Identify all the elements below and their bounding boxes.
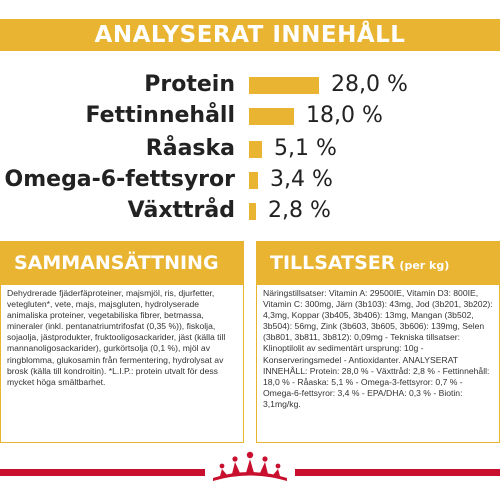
page-title: ANALYSERAT INNEHÅLL [94,22,406,48]
nutrient-value: 5,1 % [274,136,337,161]
additives-title-wrap: TILLSATSER (per kg) [270,252,449,274]
nutrient-row: Växttråd 2,8 % [0,196,500,226]
additives-text: Näringstillsatser: Vitamin A: 29500IE, V… [263,288,493,409]
nutrient-label: Fettinnehåll [85,103,235,128]
nutrient-row: Råaska 5,1 % [0,134,500,164]
nutrient-value: 3,4 % [270,167,333,192]
nutrient-bar [249,141,262,158]
nutrient-value: 2,8 % [268,198,331,223]
nutrient-row: Protein 28,0 % [0,70,500,100]
header-banner: ANALYSERAT INNEHÅLL [0,0,500,64]
nutrient-label: Protein [144,72,235,97]
nutrient-row: Omega-6-fettsyror 3,4 % [0,165,500,195]
nutrient-value: 18,0 % [306,103,383,128]
nutrient-bar [249,172,258,189]
nutrient-bar [249,108,294,125]
nutrient-bar [249,77,319,94]
nutrient-label: Omega-6-fettsyror [4,167,235,192]
composition-box: Dehydrerade fjäderfäproteiner, majsmjöl,… [0,285,244,443]
nutrient-row: Fettinnehåll 18,0 % [0,101,500,131]
nutrient-value: 28,0 % [331,72,408,97]
crown-logo [205,449,295,483]
crown-logo-graphic [205,449,295,483]
header-title-bar: ANALYSERAT INNEHÅLL [0,19,500,51]
nutrient-label: Råaska [145,136,235,161]
nutrient-label: Växttråd [127,198,235,223]
additives-box: Näringstillsatser: Vitamin A: 29500IE, V… [256,285,500,443]
additives-subtitle: (per kg) [399,259,450,272]
composition-text: Dehydrerade fjäderfäproteiner, majsmjöl,… [7,288,226,387]
additives-header: TILLSATSER (per kg) [256,241,500,285]
composition-header: SAMMANSÄTTNING [0,241,244,285]
composition-title: SAMMANSÄTTNING [14,252,219,274]
nutrient-bar [249,203,256,220]
additives-title: TILLSATSER [270,252,396,274]
